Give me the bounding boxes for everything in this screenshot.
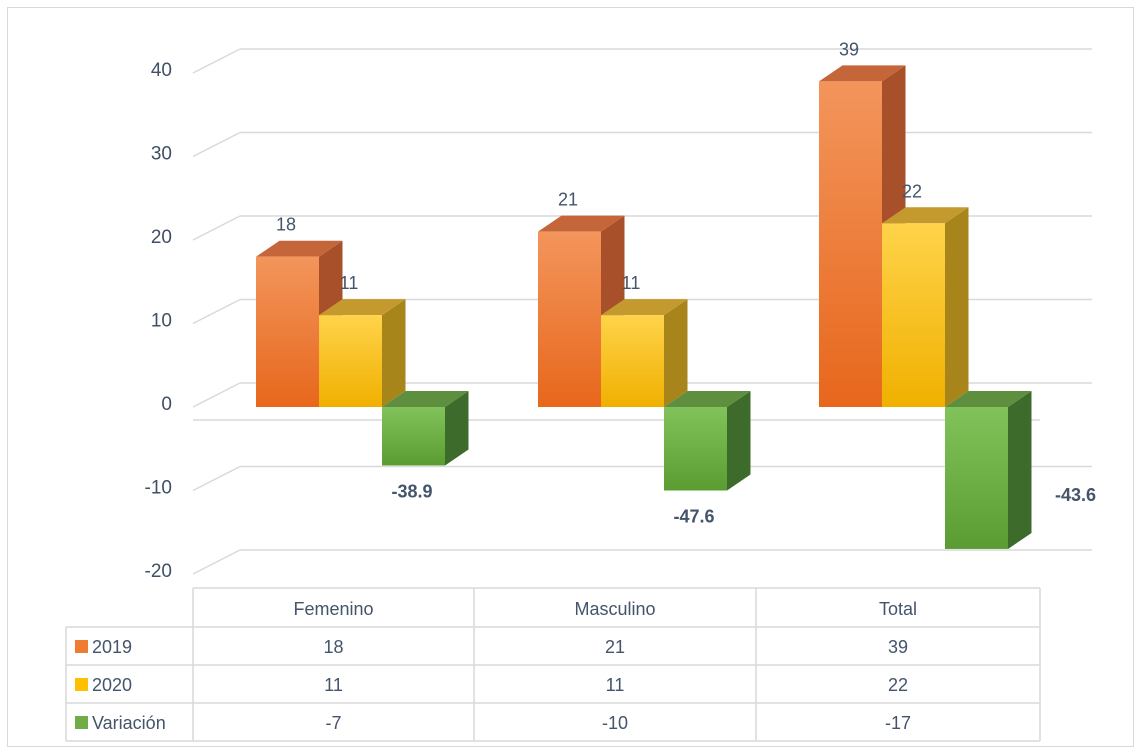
table-cell: 22 xyxy=(888,675,908,695)
table-cell: 39 xyxy=(888,637,908,657)
data-label: 22 xyxy=(902,181,922,201)
table-header-cell: Masculino xyxy=(574,599,655,619)
bar-Variación-Total xyxy=(945,391,1032,549)
bar-Variación-Femenino xyxy=(382,391,469,466)
gridline-diagonal xyxy=(192,549,241,575)
y-tick-label: 30 xyxy=(151,144,172,165)
bar-top xyxy=(382,391,469,407)
y-tick-label: -10 xyxy=(145,478,172,499)
gridline-diagonal xyxy=(192,382,241,408)
bar-front xyxy=(945,407,1008,549)
bar-front xyxy=(538,231,601,407)
gridline-diagonal xyxy=(192,131,241,158)
bar-front xyxy=(601,315,664,407)
data-label: 11 xyxy=(340,273,359,293)
gridline-diagonal xyxy=(192,48,241,74)
y-tick-label: 10 xyxy=(151,311,172,332)
data-label: 39 xyxy=(839,39,859,59)
table-cell: -10 xyxy=(602,713,628,733)
y-tick-label: -20 xyxy=(145,561,172,582)
y-tick-label: 20 xyxy=(151,227,172,248)
table-header-cell: Femenino xyxy=(293,599,373,619)
y-tick-label: 40 xyxy=(151,60,172,81)
bar-front xyxy=(319,315,382,407)
bars xyxy=(256,65,1032,549)
data-label: 11 xyxy=(622,273,641,293)
bar-side xyxy=(1008,391,1032,549)
bar-2020-Femenino xyxy=(319,299,406,407)
bar-Variación-Masculino xyxy=(664,391,751,491)
legend-series-name: Variación xyxy=(92,713,166,733)
gridline-diagonal xyxy=(192,215,241,241)
legend-key xyxy=(75,716,88,729)
data-label: 18 xyxy=(276,215,296,235)
legend-series-name: 2019 xyxy=(92,637,132,657)
table-cell: 21 xyxy=(605,637,625,657)
bar-2019-Femenino xyxy=(256,240,343,407)
bar-top xyxy=(538,215,625,232)
data-label: -38.9 xyxy=(391,481,432,501)
legend-series-name: 2020 xyxy=(92,675,132,695)
bar-top xyxy=(319,299,406,316)
gridline-diagonal xyxy=(192,298,241,325)
bar-side xyxy=(727,391,751,491)
bar-top xyxy=(664,391,751,407)
table-cell: 11 xyxy=(606,675,625,695)
bar-top xyxy=(601,299,688,316)
bar-top xyxy=(882,207,969,224)
data-label: -43.6 xyxy=(1055,485,1096,505)
bar-front xyxy=(819,81,882,407)
bar-2020-Total xyxy=(882,207,969,407)
table-cell: -7 xyxy=(325,713,341,733)
bar-top xyxy=(256,240,343,257)
legend-key xyxy=(75,640,88,653)
bar-front xyxy=(256,256,319,407)
data-label: 21 xyxy=(558,190,578,210)
bar-side xyxy=(382,299,406,407)
bar-2020-Masculino xyxy=(601,299,688,407)
bar-top xyxy=(819,65,906,82)
data-labels: 18 11 -38.9 21 11 -47.6 39 22 -43.6 xyxy=(276,39,1096,526)
bar-top xyxy=(945,391,1032,407)
bar-front xyxy=(664,407,727,491)
bar-front xyxy=(382,407,445,466)
bar-front xyxy=(882,223,945,407)
table-cell: 18 xyxy=(323,637,343,657)
y-axis: 40 30 20 10 0 -10 -20 xyxy=(145,60,172,582)
table-header-cell: Total xyxy=(879,599,917,619)
gridline-diagonal xyxy=(192,465,241,492)
table-cell: 11 xyxy=(324,675,343,695)
y-tick-label: 0 xyxy=(161,394,172,415)
bar-side xyxy=(445,391,469,466)
bar-2019-Total xyxy=(819,65,906,407)
legend-key xyxy=(75,678,88,691)
bar-side xyxy=(664,299,688,407)
table-cell: -17 xyxy=(885,713,911,733)
data-table: Femenino Masculino Total 2019 18 21 39 2020 11 11… xyxy=(65,587,1041,742)
data-label: -47.6 xyxy=(673,507,714,527)
bar-side xyxy=(945,207,969,407)
